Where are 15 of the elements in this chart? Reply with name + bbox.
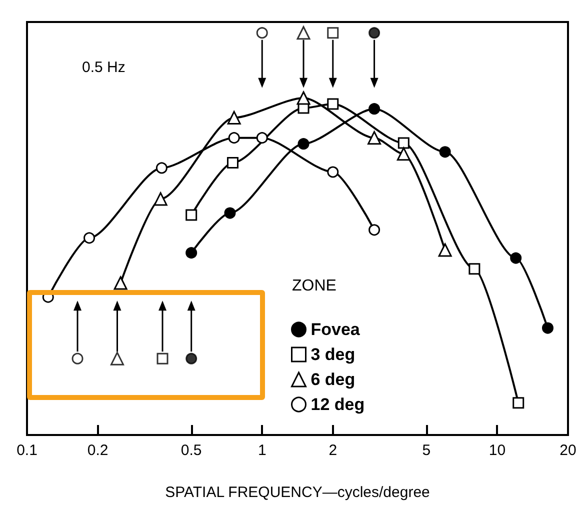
x-tick-label: 1 <box>258 442 266 459</box>
x-tick-label: 0.1 <box>16 442 38 459</box>
x-tick-label: 5 <box>422 442 431 459</box>
legend-label: 3 deg <box>310 345 356 364</box>
annotation: 0.5 Hz <box>82 59 126 76</box>
x-tick-label: 10 <box>488 442 506 459</box>
x-axis-title: SPATIAL FREQUENCY—cycles/degree <box>165 484 430 501</box>
legend-title: ZONE <box>292 278 336 294</box>
legend-label: 6 deg <box>310 370 356 389</box>
x-tick-label: 20 <box>560 442 576 459</box>
x-tick-label: 0.5 <box>180 442 202 459</box>
legend-label: 12 deg <box>310 395 365 414</box>
legend-label: Fovea <box>310 320 360 339</box>
x-tick-label: 0.2 <box>87 442 108 459</box>
x-tick-label: 2 <box>328 442 338 459</box>
